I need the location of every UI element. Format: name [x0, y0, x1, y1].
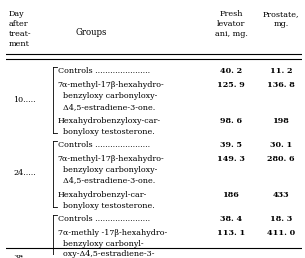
Text: 11. 2: 11. 2 — [270, 67, 292, 75]
Text: 198: 198 — [273, 117, 290, 125]
Text: 18. 3: 18. 3 — [270, 215, 292, 223]
Text: Δ4,5-estradiene-3-one.: Δ4,5-estradiene-3-one. — [58, 176, 155, 184]
Text: Δ4,5-estradiene-3-one.: Δ4,5-estradiene-3-one. — [58, 103, 155, 111]
Text: benzyloxy carbonyl-: benzyloxy carbonyl- — [58, 240, 143, 248]
Text: 136. 8: 136. 8 — [267, 82, 295, 90]
Text: bonyloxy testosterone.: bonyloxy testosterone. — [58, 201, 155, 209]
Text: benzyloxy carbonyloxy-: benzyloxy carbonyloxy- — [58, 166, 157, 174]
Text: 39. 5: 39. 5 — [220, 141, 242, 149]
Text: 30. 1: 30. 1 — [270, 141, 292, 149]
Text: Hexahydrobenzyl-car-: Hexahydrobenzyl-car- — [58, 191, 147, 199]
Text: 113. 1: 113. 1 — [217, 229, 245, 237]
Text: Groups: Groups — [76, 28, 107, 37]
Text: 411. 0: 411. 0 — [267, 229, 295, 237]
Text: 38.....: 38..... — [13, 254, 36, 258]
Text: benzyloxy carbonyloxy-: benzyloxy carbonyloxy- — [58, 92, 157, 100]
Text: Controls ......................: Controls ...................... — [58, 215, 150, 223]
Text: 280. 6: 280. 6 — [267, 155, 295, 163]
Text: 186: 186 — [223, 191, 239, 199]
Text: 7α-methly -17β-hexahydro-: 7α-methly -17β-hexahydro- — [58, 229, 167, 237]
Text: Controls ......................: Controls ...................... — [58, 141, 150, 149]
Text: 7α-methyl-17β-hexahydro-: 7α-methyl-17β-hexahydro- — [58, 82, 165, 90]
Text: Day
after
treat-
ment: Day after treat- ment — [9, 10, 32, 47]
Text: Prostate,
mg.: Prostate, mg. — [263, 10, 300, 28]
Text: 10.....: 10..... — [13, 95, 36, 103]
Text: 38. 4: 38. 4 — [220, 215, 242, 223]
Text: oxy-Δ4,5-estradiene-3-: oxy-Δ4,5-estradiene-3- — [58, 250, 154, 258]
Text: Controls ......................: Controls ...................... — [58, 67, 150, 75]
Text: bonyloxy testosterone.: bonyloxy testosterone. — [58, 128, 155, 136]
Text: 24.....: 24..... — [13, 169, 36, 177]
Text: 7α-methyl-17β-hexahydro-: 7α-methyl-17β-hexahydro- — [58, 155, 165, 163]
Text: 40. 2: 40. 2 — [220, 67, 242, 75]
Text: 98. 6: 98. 6 — [220, 117, 242, 125]
Text: Fresh
levator
ani, mg.: Fresh levator ani, mg. — [214, 10, 247, 38]
Text: 433: 433 — [273, 191, 289, 199]
Text: 149. 3: 149. 3 — [217, 155, 245, 163]
Text: Hexahydrobenzyloxy-car-: Hexahydrobenzyloxy-car- — [58, 117, 161, 125]
Text: 125. 9: 125. 9 — [217, 82, 245, 90]
